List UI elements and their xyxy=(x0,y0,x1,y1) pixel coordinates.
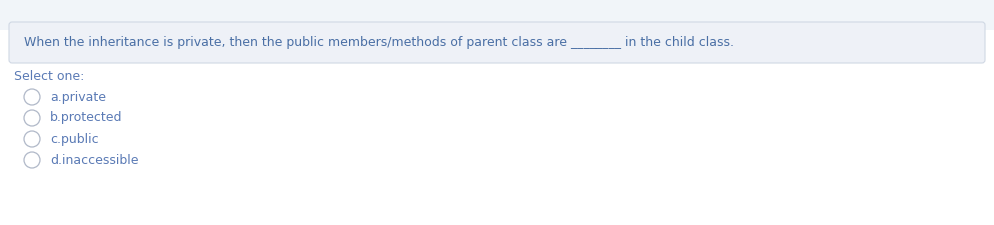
FancyBboxPatch shape xyxy=(9,22,984,63)
Text: Select one:: Select one: xyxy=(14,70,84,83)
Circle shape xyxy=(24,89,40,105)
FancyBboxPatch shape xyxy=(0,0,994,30)
Circle shape xyxy=(24,131,40,147)
Text: d.inaccessible: d.inaccessible xyxy=(50,153,138,166)
Text: c.public: c.public xyxy=(50,133,98,146)
Circle shape xyxy=(24,110,40,126)
Text: When the inheritance is private, then the public members/methods of parent class: When the inheritance is private, then th… xyxy=(24,36,734,49)
Text: b.protected: b.protected xyxy=(50,112,122,124)
Circle shape xyxy=(24,152,40,168)
Text: a.private: a.private xyxy=(50,90,106,104)
